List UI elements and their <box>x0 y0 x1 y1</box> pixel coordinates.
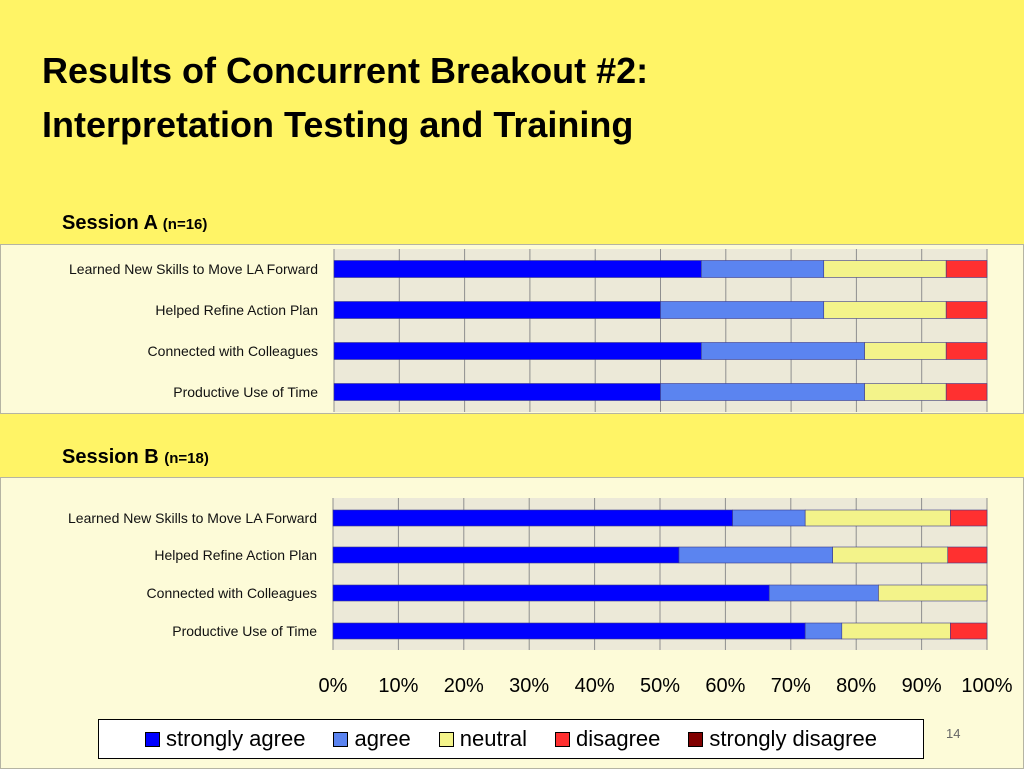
session-b-category-label: Learned New Skills to Move LA Forward <box>68 510 317 526</box>
session-a-bar-agree <box>701 260 825 278</box>
session-b-x-tick-label: 100% <box>961 675 1012 697</box>
session-b-n: (n=18) <box>164 450 209 467</box>
session-a-bar-disagree <box>945 301 988 319</box>
legend-item: neutral <box>438 726 528 752</box>
session-b-x-tick-label: 80% <box>836 675 876 697</box>
session-b-heading: Session B (n=18) <box>62 446 209 469</box>
session-b-bar-neutral <box>841 622 951 640</box>
title-line-1: Results of Concurrent Breakout #2: <box>42 50 649 91</box>
legend-swatch <box>688 731 704 747</box>
legend-swatch <box>438 731 454 747</box>
title-line-2: Interpretation Testing and Training <box>42 104 634 145</box>
session-a-bar-strongly-agree <box>333 301 661 319</box>
legend-label: agree <box>354 726 411 751</box>
legend-label: disagree <box>576 726 661 751</box>
session-a-category-label: Helped Refine Action Plan <box>155 302 318 318</box>
session-b-bar-agree <box>768 584 879 602</box>
session-b-bar-strongly-agree <box>332 509 733 527</box>
session-b-bar-strongly-agree <box>332 584 770 602</box>
session-a-bar-strongly-agree <box>333 342 702 360</box>
session-b-x-tick-label: 90% <box>902 675 942 697</box>
session-a-heading: Session A (n=16) <box>62 212 207 235</box>
session-a-bar-neutral <box>823 301 947 319</box>
session-b-x-tick-label: 20% <box>444 675 484 697</box>
session-a-bar-disagree <box>945 383 988 401</box>
session-a-n: (n=16) <box>162 216 208 233</box>
session-a-bar-agree <box>701 342 865 360</box>
session-b-category-label: Connected with Colleagues <box>147 585 317 601</box>
session-a-category-label: Productive Use of Time <box>173 384 318 400</box>
session-b-x-tick-label: 50% <box>640 675 680 697</box>
session-b-x-tick-label: 70% <box>771 675 811 697</box>
session-a-bar-agree <box>660 301 825 319</box>
session-a-bar-neutral <box>823 260 947 278</box>
session-a-category-label: Learned New Skills to Move LA Forward <box>69 261 318 277</box>
session-b-bar-disagree <box>950 622 988 640</box>
session-a-bar-disagree <box>945 342 988 360</box>
session-b-bar-neutral <box>832 546 949 564</box>
session-a-bar-neutral <box>864 383 947 401</box>
session-b-bar-agree <box>732 509 806 527</box>
session-b-x-tick-label: 10% <box>378 675 418 697</box>
charts-svg: Learned New Skills to Move LA Forward Hel… <box>68 249 1013 697</box>
session-b-bar-strongly-agree <box>332 546 680 564</box>
session-a-bar-neutral <box>864 342 947 360</box>
slide-number: 14 <box>946 726 961 741</box>
session-b-category-label: Productive Use of Time <box>172 623 317 639</box>
session-b-bar-neutral <box>878 584 988 602</box>
session-b-bar-agree <box>804 622 843 640</box>
legend-item: strongly disagree <box>688 726 877 752</box>
session-b-category-label: Helped Refine Action Plan <box>154 547 317 563</box>
legend-label: strongly agree <box>166 726 306 751</box>
chart-legend: strongly agree agree neutral disagree strong… <box>98 719 924 759</box>
legend-label: strongly disagree <box>709 726 877 751</box>
legend-swatch <box>555 731 571 747</box>
session-b-bar-neutral <box>804 509 951 527</box>
legend-item: agree <box>333 726 411 752</box>
session-b-bar-disagree <box>947 546 988 564</box>
session-b-bar-disagree <box>950 509 988 527</box>
session-b-bar-agree <box>678 546 833 564</box>
session-a-bar-strongly-agree <box>333 383 661 401</box>
slide-title: Results of Concurrent Breakout #2: Inter… <box>42 44 648 152</box>
session-b-x-tick-label: 60% <box>705 675 745 697</box>
session-a-bar-strongly-agree <box>333 260 702 278</box>
session-a-bar-disagree <box>945 260 988 278</box>
session-a-title: Session A <box>62 212 158 234</box>
legend-swatch <box>145 731 161 747</box>
session-a-bar-agree <box>660 383 865 401</box>
session-b-title: Session B <box>62 446 159 468</box>
legend-item: strongly agree <box>145 726 305 752</box>
session-b-x-tick-label: 30% <box>509 675 549 697</box>
session-a-category-label: Connected with Colleagues <box>148 343 318 359</box>
session-b-bar-strongly-agree <box>332 622 806 640</box>
legend-item: disagree <box>555 726 660 752</box>
legend-label: neutral <box>459 726 528 751</box>
session-b-x-tick-label: 40% <box>575 675 615 697</box>
session-b-x-tick-label: 0% <box>319 675 348 697</box>
legend-swatch <box>333 731 349 747</box>
